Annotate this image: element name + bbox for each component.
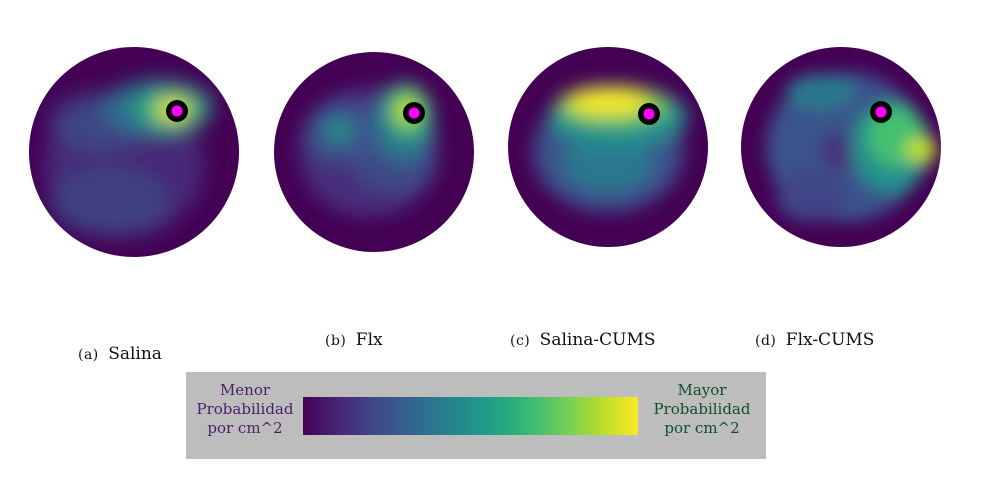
legend-low-line2: Probabilidad (196, 400, 294, 418)
panel-c-caption: (c) Salina-CUMS (510, 330, 656, 350)
panel-a-label: Salina (108, 344, 162, 364)
heatmap-disc-d (741, 47, 941, 247)
legend-gradient-bar (303, 397, 638, 435)
panel-b-tag: (b) (325, 333, 347, 349)
heatmap-disc-b (274, 52, 474, 252)
legend-high-label: Mayor Probabilidad por cm^2 (642, 381, 762, 438)
legend-low-line1: Menor (219, 381, 271, 399)
legend-high-line1: Mayor (677, 381, 727, 399)
panel-a-tag: (a) (78, 347, 99, 363)
panel-d-tag: (d) (755, 333, 777, 349)
panel-b-label: Flx (355, 330, 383, 350)
panel-c-tag: (c) (510, 333, 531, 349)
panel-c-label: Salina-CUMS (539, 330, 656, 350)
panel-b-caption: (b) Flx (325, 330, 383, 350)
legend-low-line3: por cm^2 (207, 419, 283, 437)
panel-d-label: Flx-CUMS (785, 330, 875, 350)
heatmap-disc-c (508, 47, 708, 247)
color-legend: Menor Probabilidad por cm^2 Mayor Probab… (186, 372, 766, 459)
legend-low-label: Menor Probabilidad por cm^2 (190, 381, 300, 438)
legend-high-line2: Probabilidad (653, 400, 751, 418)
panel-a-caption: (a) Salina (78, 344, 162, 364)
legend-high-line3: por cm^2 (664, 419, 740, 437)
heatmap-disc-a (29, 47, 239, 257)
panel-d-caption: (d) Flx-CUMS (755, 330, 874, 350)
